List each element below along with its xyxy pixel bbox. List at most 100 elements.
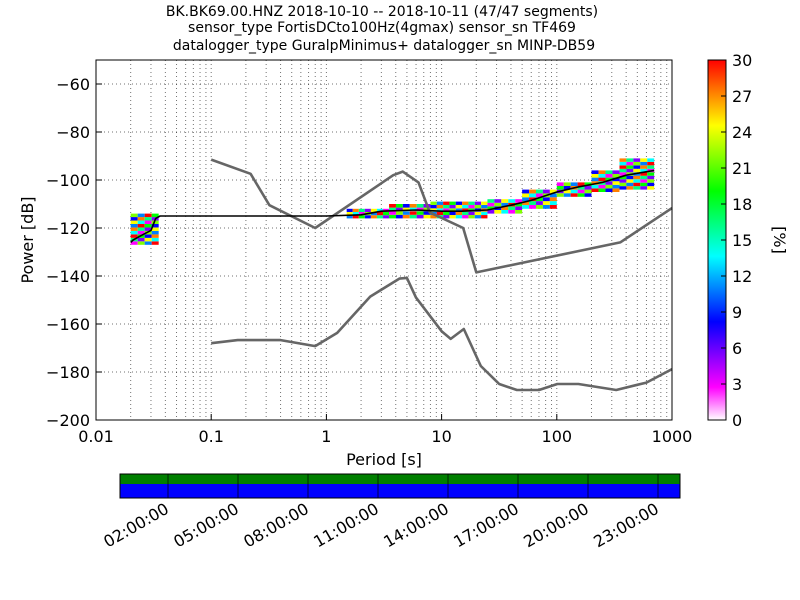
psd-cell [370,208,377,212]
psd-cell [358,212,365,216]
psd-cell [409,211,417,215]
psd-cell [130,227,138,231]
colorbar-tick-label: 12 [732,267,752,286]
psd-cell [137,230,145,235]
psd-cell [130,241,138,245]
psd-cell [591,174,599,178]
psd-cell [570,193,578,197]
psd-cell [626,175,634,180]
psd-cell [515,202,523,207]
colorbar-tick-label: 21 [732,159,752,178]
psd-cell [395,211,403,215]
timeline-tick-label: 17:00:00 [450,499,522,551]
psd-cell [626,186,634,190]
psd-cell [346,215,353,219]
psd-cell [591,181,599,185]
psd-cell [144,234,152,238]
psd-cell [584,189,592,194]
psd-cell [346,208,353,212]
psd-cell [563,186,571,190]
psd-cell [542,204,550,209]
title-line-1: BK.BK69.00.HNZ 2018-10-10 -- 2018-10-11 … [166,4,598,20]
psd-cell [598,174,606,178]
psd-cell [416,211,424,215]
psd-cell [563,182,571,186]
psd-cell [416,214,424,219]
psd-cell [352,212,359,216]
psd-cell [449,201,456,205]
psd-cell [647,179,655,183]
psd-cell [535,189,543,194]
psd-cell [501,199,509,203]
psd-cell [542,201,550,205]
psd-cell [508,210,516,214]
psd-cell [563,193,571,197]
timeline-frame [119,473,681,499]
psd-cell [455,204,463,209]
psd-cell [468,201,475,205]
psd-cell [605,177,613,182]
title-line-3: datalogger_type GuralpMinimus+ datalogge… [173,38,595,54]
psd-cell [449,211,456,216]
psd-cell [647,182,655,187]
psd-cell [144,220,152,224]
psd-cell [501,210,509,214]
psd-cell [640,161,648,166]
psd-cell [137,224,145,228]
psd-cell [436,204,444,209]
psd-cell [383,212,390,216]
plot-grid [95,60,672,421]
psd-cell [647,175,655,180]
psd-cell [605,184,613,189]
psd-cell [647,172,655,176]
psd-cell [619,186,627,190]
psd-cell [508,199,516,203]
psd-cell [640,175,648,180]
psd-cell [443,208,450,212]
psd-cell [515,206,523,210]
psd-cell [647,161,655,166]
psd-cell [151,220,159,224]
figure-title: BK.BK69.00.HNZ 2018-10-10 -- 2018-10-11 … [166,4,598,54]
psd-cell [633,168,641,173]
psd-cell [151,213,159,218]
psd-cell [151,224,159,228]
psd-cell [449,208,456,212]
psd-cell [570,189,578,194]
psd-cell [462,201,469,205]
psd-cell [376,215,384,219]
psd-cell [633,179,641,183]
psd-cell [376,208,384,212]
psd-cell [430,208,437,212]
plot-background [96,60,672,420]
psd-cell [130,220,138,224]
psd-cell [535,204,543,209]
psd-cell [151,230,159,235]
psd-cell [151,234,159,238]
psd-cell [481,215,488,219]
psd-cell [647,165,655,169]
timeline-tick-label: 05:00:00 [170,499,242,551]
colorbar: 0 3 6 9 12 15 18 21 24 27 30 [%] [707,51,789,430]
psd-cell [605,174,613,178]
colorbar-tick-label: 27 [732,87,752,106]
x-tick-label: 100 [542,427,573,446]
psd-cell [640,158,648,162]
psd-cell [443,211,450,216]
psd-cell [137,217,145,221]
psd-cell [430,215,437,219]
psd-cell [436,211,444,216]
x-tick-label: 1 [321,427,331,446]
psd-cell [402,204,410,208]
psd-cell [449,215,456,219]
colorbar-tick-label: 30 [732,51,752,70]
x-tick-label: 0.01 [78,427,114,446]
y-tick-label: −100 [46,171,90,190]
psd-cell [474,215,482,219]
psd-cell [494,199,502,203]
psd-cell [137,241,145,245]
psd-cell [455,211,463,216]
psd-cell [481,211,488,216]
psd-cell [577,186,585,190]
psd-cell [522,193,530,198]
